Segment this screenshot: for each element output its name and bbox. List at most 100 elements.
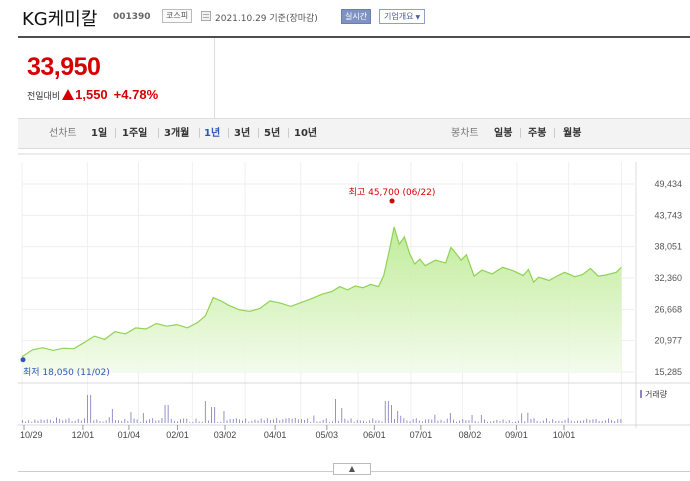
tab-1day[interactable]: 1일 xyxy=(91,128,108,139)
volume-bar xyxy=(167,405,169,423)
volume-bar xyxy=(285,418,287,423)
volume-bar xyxy=(369,420,371,423)
volume-chart: 거래량 xyxy=(18,382,690,426)
volume-bar xyxy=(71,421,73,423)
volume-bar xyxy=(223,411,225,423)
volume-bar xyxy=(291,418,293,423)
tab-3month[interactable]: 3개월 xyxy=(164,128,190,139)
calendar-icon xyxy=(201,11,211,21)
y-tick-label: 15,285 xyxy=(654,367,682,377)
tab-divider xyxy=(554,128,555,138)
volume-bar xyxy=(25,421,26,423)
volume-bar xyxy=(409,421,411,423)
x-tick-label: 01/04 xyxy=(118,430,141,440)
volume-bar xyxy=(108,417,110,423)
volume-bar xyxy=(198,421,200,423)
tab-10year[interactable]: 10년 xyxy=(294,128,318,139)
volume-bar xyxy=(204,401,206,423)
volume-bar xyxy=(477,421,479,423)
volume-bar xyxy=(570,420,572,423)
volume-bar xyxy=(270,420,271,423)
volume-bar xyxy=(347,420,349,423)
volume-bar xyxy=(68,418,70,423)
volume-bar xyxy=(22,420,23,423)
volume-bar xyxy=(282,419,284,423)
volume-bar xyxy=(37,420,39,423)
volume-bar xyxy=(239,419,240,423)
tab-1year[interactable]: 1년 xyxy=(204,128,221,139)
volume-bar xyxy=(211,407,212,423)
high-price-label: 최고 45,700 (06/22) xyxy=(349,187,436,198)
volume-bar xyxy=(201,421,203,423)
realtime-button[interactable]: 실시간 xyxy=(341,9,372,24)
volume-bar xyxy=(279,420,281,423)
stock-chart: 49,434 43,743 38,051 32,360 26,668 20,977 15,2… xyxy=(18,150,690,480)
volume-bar xyxy=(573,421,575,423)
volume-bar xyxy=(484,419,485,423)
volume-bar xyxy=(217,422,219,423)
volume-bar xyxy=(177,421,178,423)
volume-bar xyxy=(173,420,175,423)
volume-bar xyxy=(387,401,389,423)
volume-bar xyxy=(260,418,262,423)
volume-bar xyxy=(589,419,591,423)
stock-code: 001390 xyxy=(113,12,151,22)
volume-bar xyxy=(446,418,448,423)
volume-bar xyxy=(536,420,538,423)
volume-bar xyxy=(146,420,147,423)
volume-bar xyxy=(391,405,392,423)
volume-bar xyxy=(28,420,30,423)
volume-bar xyxy=(480,414,482,423)
volume-bar xyxy=(49,419,51,423)
x-tick-label: 02/01 xyxy=(166,430,189,440)
volume-bar xyxy=(586,418,588,423)
volume-bar xyxy=(124,419,126,423)
volume-bar xyxy=(453,419,454,423)
volume-bar xyxy=(338,420,340,423)
volume-bar xyxy=(595,419,597,423)
price-change: 전일대비 1,550 +4.78% xyxy=(27,87,158,102)
volume-bar xyxy=(208,420,209,423)
volume-bar xyxy=(158,420,160,423)
volume-bar xyxy=(294,417,296,423)
tab-daily-candle[interactable]: 일봉 xyxy=(494,128,513,139)
volume-bar xyxy=(149,419,150,423)
volume-bar xyxy=(353,421,355,423)
price-info-blank xyxy=(215,38,690,118)
y-tick-label: 38,051 xyxy=(654,242,682,252)
price-area-fill xyxy=(22,227,622,372)
tab-1week[interactable]: 1주일 xyxy=(122,128,148,139)
volume-bar xyxy=(288,418,290,423)
volume-bar xyxy=(254,419,256,423)
volume-bar xyxy=(307,418,309,423)
volume-bar xyxy=(161,418,163,423)
volume-bar xyxy=(508,420,510,423)
volume-bar xyxy=(263,420,265,423)
tab-5year[interactable]: 5년 xyxy=(264,128,281,139)
volume-bar xyxy=(412,419,414,423)
company-overview-dropdown[interactable]: 기업개요 ▼ xyxy=(379,9,426,24)
volume-bar xyxy=(59,418,61,423)
collapse-chart-button[interactable]: ▲ xyxy=(333,463,371,475)
low-marker xyxy=(20,357,26,363)
tab-weekly-candle[interactable]: 주봉 xyxy=(528,128,547,139)
volume-bar xyxy=(142,413,144,423)
volume-bar xyxy=(527,412,529,423)
volume-bar xyxy=(608,418,609,423)
volume-bar xyxy=(310,421,312,423)
volume-bar xyxy=(533,418,535,423)
volume-bar xyxy=(471,415,473,423)
volume-bar xyxy=(127,420,129,423)
volume-bar xyxy=(245,418,247,423)
volume-bar xyxy=(577,420,578,423)
tab-monthly-candle[interactable]: 월봉 xyxy=(563,128,582,139)
volume-bar xyxy=(31,421,33,423)
y-tick-label: 43,743 xyxy=(654,210,682,220)
volume-bar xyxy=(273,419,274,423)
volume-bar xyxy=(375,420,377,423)
tab-3year[interactable]: 3년 xyxy=(234,128,251,139)
x-tick-label: 07/01 xyxy=(410,430,433,440)
volume-bar xyxy=(614,421,616,423)
volume-bar xyxy=(521,413,523,423)
volume-bar xyxy=(235,418,237,423)
